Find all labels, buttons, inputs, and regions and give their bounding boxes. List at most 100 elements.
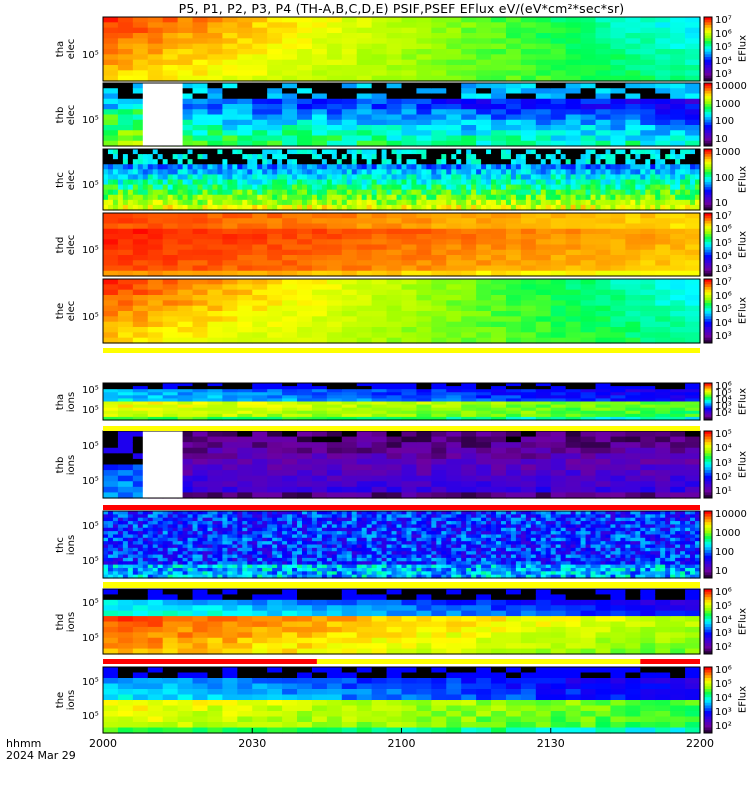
colorbar-tick-thd_ions-3: 10³ — [715, 628, 732, 640]
colorbar-tick-the_ions-4: 10² — [715, 721, 732, 732]
colorbar-tick-the_elec-4: 10³ — [715, 331, 732, 342]
panel-label-thd_ions: thd ions — [55, 611, 77, 632]
colorbar-tick-thb_ions-0: 10⁵ — [715, 429, 732, 440]
colorbar-tick-tha_ions-0: 10⁶ — [715, 381, 732, 392]
y-tick-thb_elec: 10⁵ — [82, 115, 99, 127]
colorbar-tick-thc_elec-1: 100 — [715, 172, 735, 184]
mode-bar-segment-0 — [103, 659, 317, 664]
x-tick-2100: 2100 — [387, 737, 416, 750]
colorbar-tick-tha_elec-1: 10⁶ — [715, 28, 732, 40]
colorbar-title-thd_ions: EFlux — [737, 607, 749, 635]
colorbar-tick-thc_ions-0: 10000 — [715, 509, 747, 520]
mode-bar-thd_ions — [103, 659, 700, 664]
colorbar-tick-the_elec-2: 10⁵ — [715, 304, 732, 315]
colorbar-tick-thd_elec-4: 10³ — [715, 264, 732, 275]
spectrogram-thd_elec — [103, 213, 701, 277]
colorbar-tick-thb_elec-1: 1000 — [715, 98, 741, 110]
panel-label-the_ions: the ions — [55, 689, 77, 711]
figure-title: P5, P1, P2, P3, P4 (TH-A,B,C,D,E) PSIF,P… — [178, 1, 625, 16]
colorbar-tick-the_ions-0: 10⁶ — [715, 665, 732, 676]
panel-label-thc_elec: thc elec — [55, 169, 77, 190]
colorbar-tick-thd_elec-0: 10⁷ — [715, 211, 732, 222]
y-tick-thc_elec: 10⁵ — [82, 179, 99, 191]
colorbar-tick-the_elec-1: 10⁶ — [715, 290, 732, 302]
colorbar-thd_ions — [703, 588, 713, 655]
colorbar-tick-tha_ions-1: 10⁵ — [715, 387, 732, 399]
colorbar-the_elec — [703, 278, 713, 344]
colorbar-tick-the_ions-3: 10³ — [715, 707, 732, 718]
mode-bar-thb_ions — [103, 505, 700, 510]
colorbar-title-thd_elec: EFlux — [737, 230, 749, 258]
panel-frame-thd_elec — [102, 212, 701, 277]
y-tick-top-tha_ions: 10⁵ — [82, 385, 99, 397]
colorbar-thc_elec — [703, 148, 713, 211]
colorbar-tick-thb_ions-2: 10³ — [715, 457, 732, 469]
colorbar-tick-thb_ions-4: 10¹ — [715, 486, 732, 497]
y-tick-thb_ions: 10⁵ — [82, 476, 99, 488]
colorbar-title-thb_ions: EFlux — [737, 450, 749, 478]
panel-frame-thd_ions — [102, 588, 701, 655]
colorbar-tick-thd_elec-1: 10⁶ — [715, 224, 732, 236]
colorbar-tick-thd_elec-3: 10⁴ — [715, 250, 732, 262]
colorbar-tick-thb_elec-2: 100 — [715, 116, 735, 128]
spectrogram-thb_elec — [103, 83, 701, 147]
panel-frame-thc_elec — [102, 148, 701, 211]
data-gap-thb_elec — [142, 83, 183, 146]
date-label: 2024 Mar 29 — [6, 749, 76, 762]
mode-bar-tha_ions — [103, 426, 700, 431]
colorbar-title-thc_elec: EFlux — [737, 165, 749, 193]
colorbar-tick-thc_ions-1: 1000 — [715, 528, 741, 539]
spectrogram-the_ions — [103, 667, 701, 734]
x-tick-2030: 2030 — [238, 737, 267, 750]
colorbar-tick-thb_ions-3: 10² — [715, 471, 732, 483]
colorbar-tick-tha_elec-4: 10³ — [715, 69, 732, 80]
colorbar-tick-the_elec-3: 10⁴ — [715, 317, 732, 329]
colorbar-tick-thc_elec-0: 1000 — [715, 147, 741, 158]
colorbar-thc_ions — [703, 510, 713, 579]
colorbar-title-tha_elec: EFlux — [737, 34, 749, 63]
panel-label-thb_ions: thb ions — [55, 454, 77, 475]
colorbar-tick-the_ions-2: 10⁴ — [715, 693, 732, 704]
mode-bar-segment-0 — [103, 426, 700, 431]
colorbar-tick-thb_elec-3: 10 — [715, 134, 728, 145]
mode-bar-segment-0 — [103, 505, 700, 510]
colorbar-tick-thd_ions-1: 10⁵ — [715, 600, 732, 612]
colorbar-thd_elec — [703, 212, 713, 277]
panel-frame-tha_ions — [102, 382, 701, 421]
panel-label-thb_elec: thb elec — [55, 104, 77, 125]
y-tick-thc_ions: 10⁵ — [82, 556, 99, 568]
panel-frame-the_elec — [102, 278, 701, 344]
panel-label-the_elec: the elec — [55, 300, 77, 322]
colorbar-tick-thc_elec-2: 10 — [715, 198, 728, 209]
colorbar-title-the_ions: EFlux — [737, 685, 749, 714]
y-tick-top-the_ions: 10⁵ — [82, 676, 99, 688]
x-tick-2000: 2000 — [89, 737, 117, 750]
x-tick-2200: 2200 — [686, 737, 714, 750]
panel-label-tha_ions: tha ions — [55, 391, 77, 412]
y-tick-thd_elec: 10⁵ — [82, 245, 99, 257]
y-tick-tha_ions: 10⁵ — [82, 404, 99, 416]
spectrogram-thd_ions — [103, 589, 701, 655]
colorbar-thb_ions — [703, 430, 713, 499]
colorbar-tick-tha_elec-2: 10⁵ — [715, 42, 732, 53]
colorbar-tick-tha_elec-3: 10⁴ — [715, 55, 732, 67]
colorbar-tick-thb_elec-0: 10000 — [715, 81, 747, 92]
spectrogram-thc_elec — [103, 149, 701, 211]
colorbar-thb_elec — [703, 82, 713, 147]
panel-label-thc_ions: thc ions — [55, 534, 77, 555]
mode-bar-the_elec — [103, 348, 700, 353]
spectrogram-thc_ions — [103, 511, 701, 579]
x-axis-units-label: hhmm — [6, 737, 42, 750]
spectrogram-the_elec — [103, 279, 701, 344]
colorbar-tick-thc_ions-2: 100 — [715, 547, 735, 558]
panel-frame-tha_elec — [102, 16, 701, 82]
colorbar-tick-tha_ions-2: 10⁴ — [715, 394, 732, 406]
colorbar-tick-thd_ions-4: 10² — [715, 642, 732, 653]
mode-bar-segment-1 — [316, 659, 641, 664]
mode-bar-segment-0 — [103, 348, 700, 353]
colorbar-tick-thc_ions-3: 10 — [715, 566, 728, 577]
colorbar-tick-tha_ions-4: 10² — [715, 408, 732, 419]
panel-label-thd_elec: thd elec — [55, 234, 77, 255]
y-tick-top-thd_ions: 10⁵ — [82, 598, 99, 610]
